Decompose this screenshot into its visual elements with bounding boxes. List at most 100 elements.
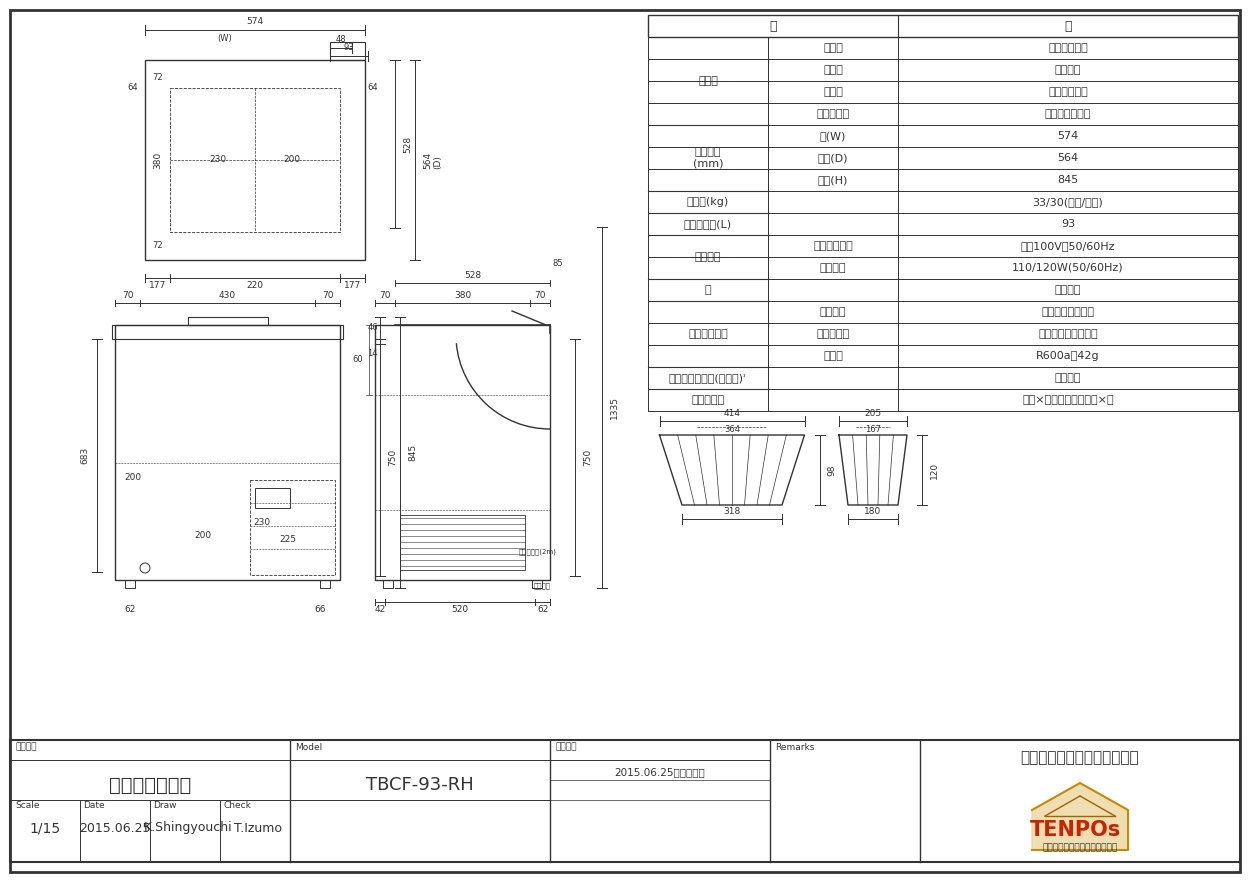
Text: 520: 520 bbox=[451, 604, 469, 614]
Text: ホワイト: ホワイト bbox=[1055, 285, 1081, 295]
Text: 177: 177 bbox=[344, 281, 361, 290]
Text: 冷却方式: 冷却方式 bbox=[820, 307, 846, 317]
Text: 62: 62 bbox=[538, 604, 549, 614]
Text: 180: 180 bbox=[865, 506, 881, 515]
Text: 幅(W): 幅(W) bbox=[820, 131, 846, 141]
Text: 電圧・周波数: 電圧・周波数 bbox=[814, 241, 852, 251]
Bar bbox=[255, 488, 290, 508]
Text: 70: 70 bbox=[121, 291, 134, 301]
Polygon shape bbox=[1032, 783, 1128, 850]
Text: 消費電力: 消費電力 bbox=[820, 263, 846, 273]
Text: 変更履歴: 変更履歴 bbox=[555, 743, 576, 751]
Text: 98: 98 bbox=[828, 464, 836, 475]
Text: 64: 64 bbox=[127, 84, 139, 93]
Text: 色: 色 bbox=[705, 285, 711, 295]
Text: K.Shingyouchi: K.Shingyouchi bbox=[144, 821, 232, 834]
Text: 外形寸法
(mm): 外形寸法 (mm) bbox=[693, 147, 724, 168]
Text: 冷気自然対流方式: 冷気自然対流方式 bbox=[1041, 307, 1095, 317]
Text: 72: 72 bbox=[152, 72, 162, 81]
Text: 85: 85 bbox=[552, 258, 564, 267]
Text: 200: 200 bbox=[194, 530, 211, 540]
Text: 430: 430 bbox=[219, 291, 236, 301]
Text: 93: 93 bbox=[1061, 219, 1075, 229]
Text: 全密閉式: 全密閉式 bbox=[1055, 373, 1081, 383]
Text: 318: 318 bbox=[724, 506, 740, 515]
Text: 商品名称: 商品名称 bbox=[15, 743, 36, 751]
Text: 定格内容量(L): 定格内容量(L) bbox=[684, 219, 732, 229]
Text: 845: 845 bbox=[1058, 175, 1079, 185]
Text: Scale: Scale bbox=[15, 801, 40, 810]
Text: 230: 230 bbox=[254, 518, 270, 527]
Text: フードビジネスプロデューサー: フードビジネスプロデューサー bbox=[1042, 843, 1118, 853]
Text: TENPOs: TENPOs bbox=[1030, 820, 1121, 840]
Text: 冷　媒: 冷 媒 bbox=[822, 351, 842, 361]
Text: Date: Date bbox=[82, 801, 105, 810]
Text: 750: 750 bbox=[388, 449, 398, 466]
Text: 冷間圧延鋼板: 冷間圧延鋼板 bbox=[1048, 87, 1088, 97]
Text: 70: 70 bbox=[379, 291, 391, 301]
Text: 66: 66 bbox=[314, 604, 326, 614]
Bar bbox=[125, 580, 135, 588]
Text: 42: 42 bbox=[375, 604, 385, 614]
Text: フ　タ: フ タ bbox=[822, 87, 842, 97]
Text: 電源コード(2m): 電源コード(2m) bbox=[519, 549, 558, 556]
Bar bbox=[145, 60, 365, 260]
Text: 167: 167 bbox=[865, 425, 881, 435]
Text: Draw: Draw bbox=[152, 801, 176, 810]
Text: 564: 564 bbox=[1058, 153, 1079, 163]
Text: 62: 62 bbox=[124, 604, 136, 614]
Text: 冷間圧延鋼板: 冷間圧延鋼板 bbox=[1048, 43, 1088, 53]
Text: 冷凍ストッカー: 冷凍ストッカー bbox=[109, 775, 191, 795]
Text: 46: 46 bbox=[368, 324, 378, 333]
Text: 14: 14 bbox=[368, 348, 378, 357]
Text: 64: 64 bbox=[368, 84, 379, 93]
Bar bbox=[320, 580, 330, 588]
Bar bbox=[250, 480, 335, 575]
Bar bbox=[375, 325, 550, 580]
Text: 1/15: 1/15 bbox=[30, 821, 60, 835]
Text: 564
(D): 564 (D) bbox=[422, 152, 442, 168]
Text: 380: 380 bbox=[152, 152, 162, 168]
Text: 様: 様 bbox=[1064, 19, 1071, 33]
Text: 高さ(H): 高さ(H) bbox=[818, 175, 849, 185]
Text: 414: 414 bbox=[724, 408, 740, 417]
Text: R600a　42g: R600a 42g bbox=[1036, 351, 1100, 361]
Text: T.Izumo: T.Izumo bbox=[234, 821, 282, 834]
Text: 塗装鋼板: 塗装鋼板 bbox=[1055, 65, 1081, 75]
Text: 528: 528 bbox=[464, 271, 481, 280]
Text: 220: 220 bbox=[246, 281, 264, 290]
Bar bbox=[10, 740, 1240, 862]
Text: 冷凍サイクル: 冷凍サイクル bbox=[688, 329, 727, 339]
Text: 断　熱　材: 断 熱 材 bbox=[816, 109, 850, 119]
Text: 528: 528 bbox=[402, 136, 412, 153]
Text: 60: 60 bbox=[352, 355, 362, 364]
Bar bbox=[188, 317, 268, 325]
Text: 外　装: 外 装 bbox=[822, 43, 842, 53]
Text: 材　質: 材 質 bbox=[698, 76, 718, 86]
Text: 付　属　品: 付 属 品 bbox=[691, 395, 725, 405]
Text: 364: 364 bbox=[724, 425, 740, 435]
Bar bbox=[532, 580, 542, 588]
Text: Check: Check bbox=[222, 801, 251, 810]
Text: 70: 70 bbox=[321, 291, 334, 301]
Bar bbox=[170, 88, 340, 232]
Bar bbox=[112, 325, 342, 339]
Bar bbox=[115, 325, 340, 580]
Text: TBCF-93-RH: TBCF-93-RH bbox=[366, 776, 474, 794]
Text: 380: 380 bbox=[454, 291, 471, 301]
Bar bbox=[330, 42, 365, 60]
Text: 177: 177 bbox=[149, 281, 166, 290]
Text: 単相100V・50/60Hz: 単相100V・50/60Hz bbox=[1021, 241, 1115, 251]
Text: 200: 200 bbox=[284, 155, 301, 165]
Text: 2015.06.25: 2015.06.25 bbox=[79, 821, 151, 834]
Text: 霜取り機能: 霜取り機能 bbox=[816, 329, 850, 339]
Text: 93: 93 bbox=[344, 43, 354, 53]
Text: 1335: 1335 bbox=[610, 396, 619, 419]
Text: 電気定格: 電気定格 bbox=[695, 252, 721, 262]
Text: アース線: アース線 bbox=[534, 583, 550, 589]
Text: 2015.06.25　新規作成: 2015.06.25 新規作成 bbox=[615, 767, 705, 777]
Text: 200: 200 bbox=[125, 473, 141, 482]
Text: 683: 683 bbox=[80, 447, 89, 464]
Bar bbox=[382, 580, 392, 588]
Text: 手動開始・手動終了: 手動開始・手動終了 bbox=[1039, 329, 1098, 339]
